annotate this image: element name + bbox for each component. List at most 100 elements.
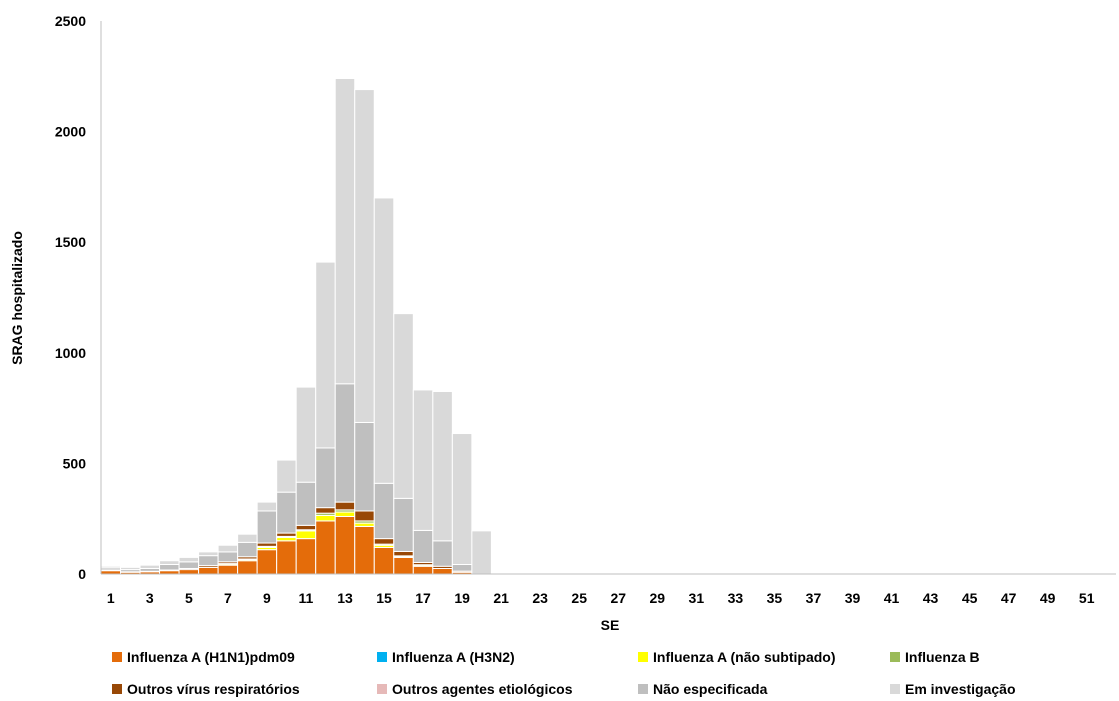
legend-swatch <box>112 684 122 694</box>
bar-segment <box>100 565 122 569</box>
bar-segment <box>295 386 317 483</box>
bar-segment <box>334 511 356 517</box>
legend-swatch <box>377 652 387 662</box>
bar-segment <box>432 540 453 567</box>
bar-segment <box>237 541 258 558</box>
bar-segment <box>354 89 375 423</box>
legend-swatch <box>638 652 648 662</box>
bar-segment <box>139 564 161 569</box>
bar-segment <box>315 507 336 514</box>
bar-segment <box>334 515 356 575</box>
x-tick-label: 43 <box>923 590 939 606</box>
x-tick-label: 1 <box>107 590 115 606</box>
legend-label: Não especificada <box>653 681 768 697</box>
x-tick-label: 29 <box>650 590 666 606</box>
bar-segment <box>393 556 414 575</box>
bar-segment <box>393 497 414 552</box>
x-tick-label: 17 <box>415 590 431 606</box>
bar-segment <box>315 447 336 509</box>
bar-segment <box>198 555 219 567</box>
x-tick-label: 35 <box>767 590 783 606</box>
bar-segment <box>373 546 395 575</box>
y-tick-label: 0 <box>78 566 86 582</box>
x-tick-label: 5 <box>185 590 193 606</box>
bar-segment <box>334 78 356 385</box>
bar-segment <box>373 197 395 484</box>
bar-segment <box>217 551 239 563</box>
x-tick-label: 37 <box>806 590 822 606</box>
bar-segment <box>159 560 180 565</box>
bar-segment <box>451 563 473 572</box>
x-tick-label: 31 <box>689 590 705 606</box>
legend-item: Não especificada <box>638 681 768 697</box>
x-tick-label: 21 <box>493 590 509 606</box>
y-tick-labels: 0 500 1000 1500 2000 2500 <box>55 13 86 582</box>
bar-segment <box>432 567 453 575</box>
y-tick-label: 2000 <box>55 124 86 140</box>
x-tick-label: 49 <box>1040 590 1056 606</box>
bar-segment <box>334 501 356 511</box>
x-tick-labels: 1 3 5 7 9 11 13 15 17 19 21 23 25 27 29 31 33 35 37 39 41 43 4… <box>107 590 1095 606</box>
legend-item: Influenza A (H1N1)pdm09 <box>112 649 295 665</box>
x-tick-label: 7 <box>224 590 232 606</box>
x-tick-label: 33 <box>728 590 744 606</box>
bar-segment <box>412 389 434 531</box>
bar-segment <box>178 569 200 575</box>
bar-segment <box>159 563 180 571</box>
bar-segment <box>373 538 395 545</box>
bar-segment <box>276 540 297 575</box>
bar-segment <box>295 524 317 531</box>
legend-swatch <box>890 684 900 694</box>
legend-item: Outros vírus respiratórios <box>112 681 300 697</box>
legend-swatch <box>638 684 648 694</box>
x-tick-label: 13 <box>337 590 353 606</box>
bar-segment <box>334 383 356 503</box>
bars-group <box>100 78 492 575</box>
y-tick-label: 2500 <box>55 13 86 29</box>
legend-label: Influenza A (não subtipado) <box>653 649 836 665</box>
bar-segment <box>393 550 414 557</box>
bar-segment <box>354 510 375 522</box>
bar-segment <box>432 391 453 542</box>
legend-label: Outros agentes etiológicos <box>392 681 573 697</box>
legend: Influenza A (H1N1)pdm09 Influenza A (H3N2… <box>112 649 1016 697</box>
bar-segment <box>354 421 375 512</box>
bar-segment <box>295 481 317 526</box>
x-tick-label: 27 <box>610 590 626 606</box>
bar-segment <box>315 514 336 522</box>
x-axis-title: SE <box>601 617 620 633</box>
bar-segment <box>178 556 200 563</box>
bar-segment <box>315 520 336 575</box>
x-tick-label: 47 <box>1001 590 1017 606</box>
bar-segment <box>451 433 473 565</box>
bar-segment <box>198 551 219 557</box>
bar-segment <box>276 459 297 493</box>
bar-segment <box>217 564 239 575</box>
legend-label: Em investigação <box>905 681 1016 697</box>
legend-item: Influenza A (H3N2) <box>377 649 515 665</box>
x-tick-label: 11 <box>299 590 314 606</box>
bar-segment <box>393 313 414 499</box>
bar-segment <box>256 549 278 575</box>
bar-segment <box>412 529 434 563</box>
x-tick-label: 45 <box>962 590 978 606</box>
legend-item: Em investigação <box>890 681 1016 697</box>
legend-label: Influenza A (H3N2) <box>392 649 515 665</box>
bar-segment <box>198 566 219 575</box>
x-tick-label: 51 <box>1079 590 1095 606</box>
legend-label: Influenza B <box>905 649 980 665</box>
x-tick-label: 39 <box>845 590 861 606</box>
x-tick-label: 41 <box>884 590 900 606</box>
bar-segment <box>295 530 317 540</box>
legend-item: Influenza A (não subtipado) <box>638 649 836 665</box>
bar-segment <box>237 560 258 575</box>
legend-swatch <box>377 684 387 694</box>
legend-swatch <box>890 652 900 662</box>
x-tick-label: 23 <box>532 590 548 606</box>
y-tick-label: 1000 <box>55 345 86 361</box>
legend-item: Influenza B <box>890 649 980 665</box>
bar-segment <box>256 510 278 544</box>
x-tick-label: 15 <box>376 590 392 606</box>
x-tick-label: 9 <box>263 590 271 606</box>
